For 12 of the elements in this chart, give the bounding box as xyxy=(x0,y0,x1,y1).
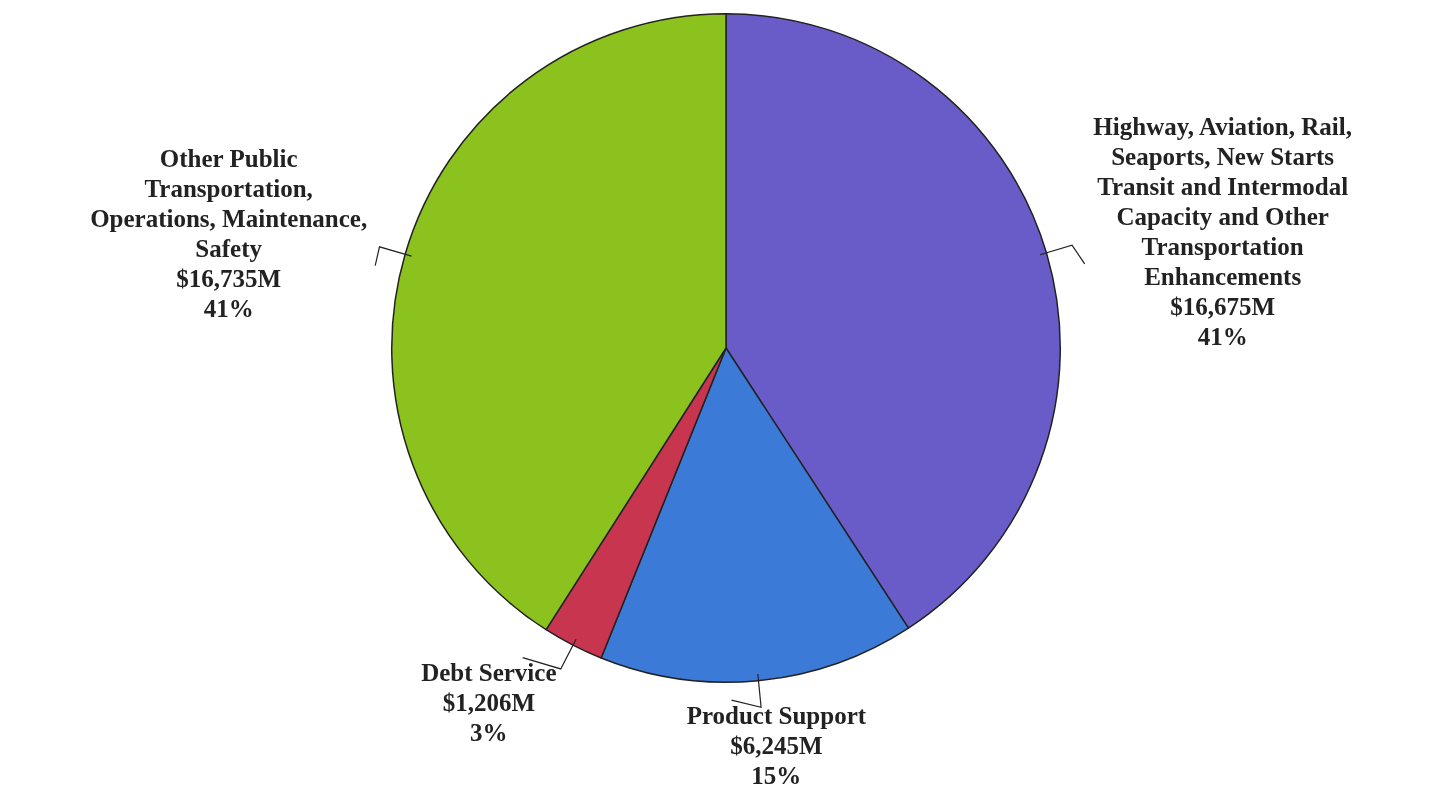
text: 41% xyxy=(203,295,254,323)
slice-label: Product Support xyxy=(686,701,867,729)
slice-label: Debt Service xyxy=(421,659,557,687)
text: 3% xyxy=(470,719,508,747)
slice-label: Other Public Transportation, Operations, Maintenance, Safety xyxy=(90,145,368,263)
text: 15% xyxy=(751,761,802,789)
text: 41% xyxy=(1197,323,1248,351)
data-label: $6,245M xyxy=(730,731,823,759)
data-label: $16,675M xyxy=(1170,293,1276,321)
data-label: $16,735M xyxy=(176,265,282,293)
data-label: $1,206M xyxy=(442,689,535,717)
slice-label: Highway, Aviation, Rail, Seaports, New Starts Transit and Intermodal Capacity and Other Transportation Enhancements xyxy=(1093,113,1352,291)
